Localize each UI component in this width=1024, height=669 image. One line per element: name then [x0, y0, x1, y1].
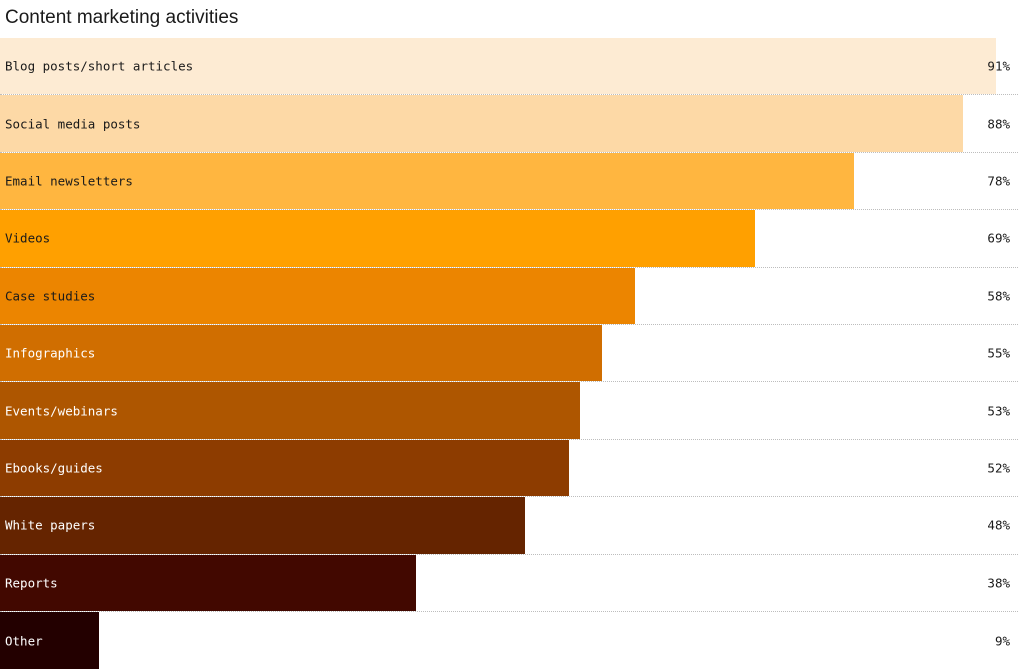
bar [0, 152, 854, 210]
bar [0, 439, 570, 497]
chart-title: Content marketing activities [5, 7, 239, 28]
category-label: Events/webinars [5, 403, 118, 419]
category-label: Blog posts/short articles [5, 58, 194, 74]
category-label: Ebooks/guides [5, 460, 103, 476]
value-label: 55% [987, 345, 1010, 361]
bar-row: White papers 48% [0, 497, 1018, 555]
value-label: 88% [987, 116, 1010, 132]
bar-chart: Blog posts/short articles 91% Social media… [0, 38, 1018, 669]
category-label: Case studies [5, 288, 96, 304]
category-label: Email newsletters [5, 173, 133, 189]
category-label: Other [5, 633, 43, 649]
value-label: 91% [987, 58, 1010, 74]
bar [0, 554, 416, 611]
bar [0, 38, 997, 95]
bar [0, 267, 635, 324]
category-label: Videos [5, 230, 51, 246]
bar [0, 95, 964, 152]
bar-row: Infographics 55% [0, 324, 1018, 383]
bar-row: Events/webinars 53% [0, 382, 1018, 440]
value-label: 58% [987, 288, 1010, 304]
bar-row: Social media posts 88% [0, 95, 1018, 153]
bar [0, 210, 756, 267]
bar [0, 382, 581, 439]
value-label: 69% [987, 230, 1010, 246]
bar [0, 324, 603, 382]
category-label: White papers [5, 517, 96, 533]
bar-row: Case studies 58% [0, 267, 1018, 325]
bar-row: Email newsletters 78% [0, 152, 1018, 211]
category-label: Social media posts [5, 116, 141, 132]
value-label: 9% [994, 633, 1010, 649]
bar [0, 497, 526, 554]
bar [0, 611, 99, 669]
value-label: 53% [987, 403, 1010, 419]
bar-row: Blog posts/short articles 91% [0, 38, 1018, 96]
bar-row: Videos 69% [0, 210, 1018, 268]
category-label: Infographics [5, 345, 96, 361]
value-label: 52% [987, 460, 1010, 476]
value-label: 48% [987, 517, 1010, 533]
value-label: 78% [987, 173, 1010, 189]
bar-row: Ebooks/guides 52% [0, 439, 1018, 498]
value-label: 38% [987, 575, 1010, 591]
bar-row: Reports 38% [0, 554, 1018, 612]
category-label: Reports [5, 575, 58, 591]
bar-row: Other 9% [0, 611, 1018, 669]
